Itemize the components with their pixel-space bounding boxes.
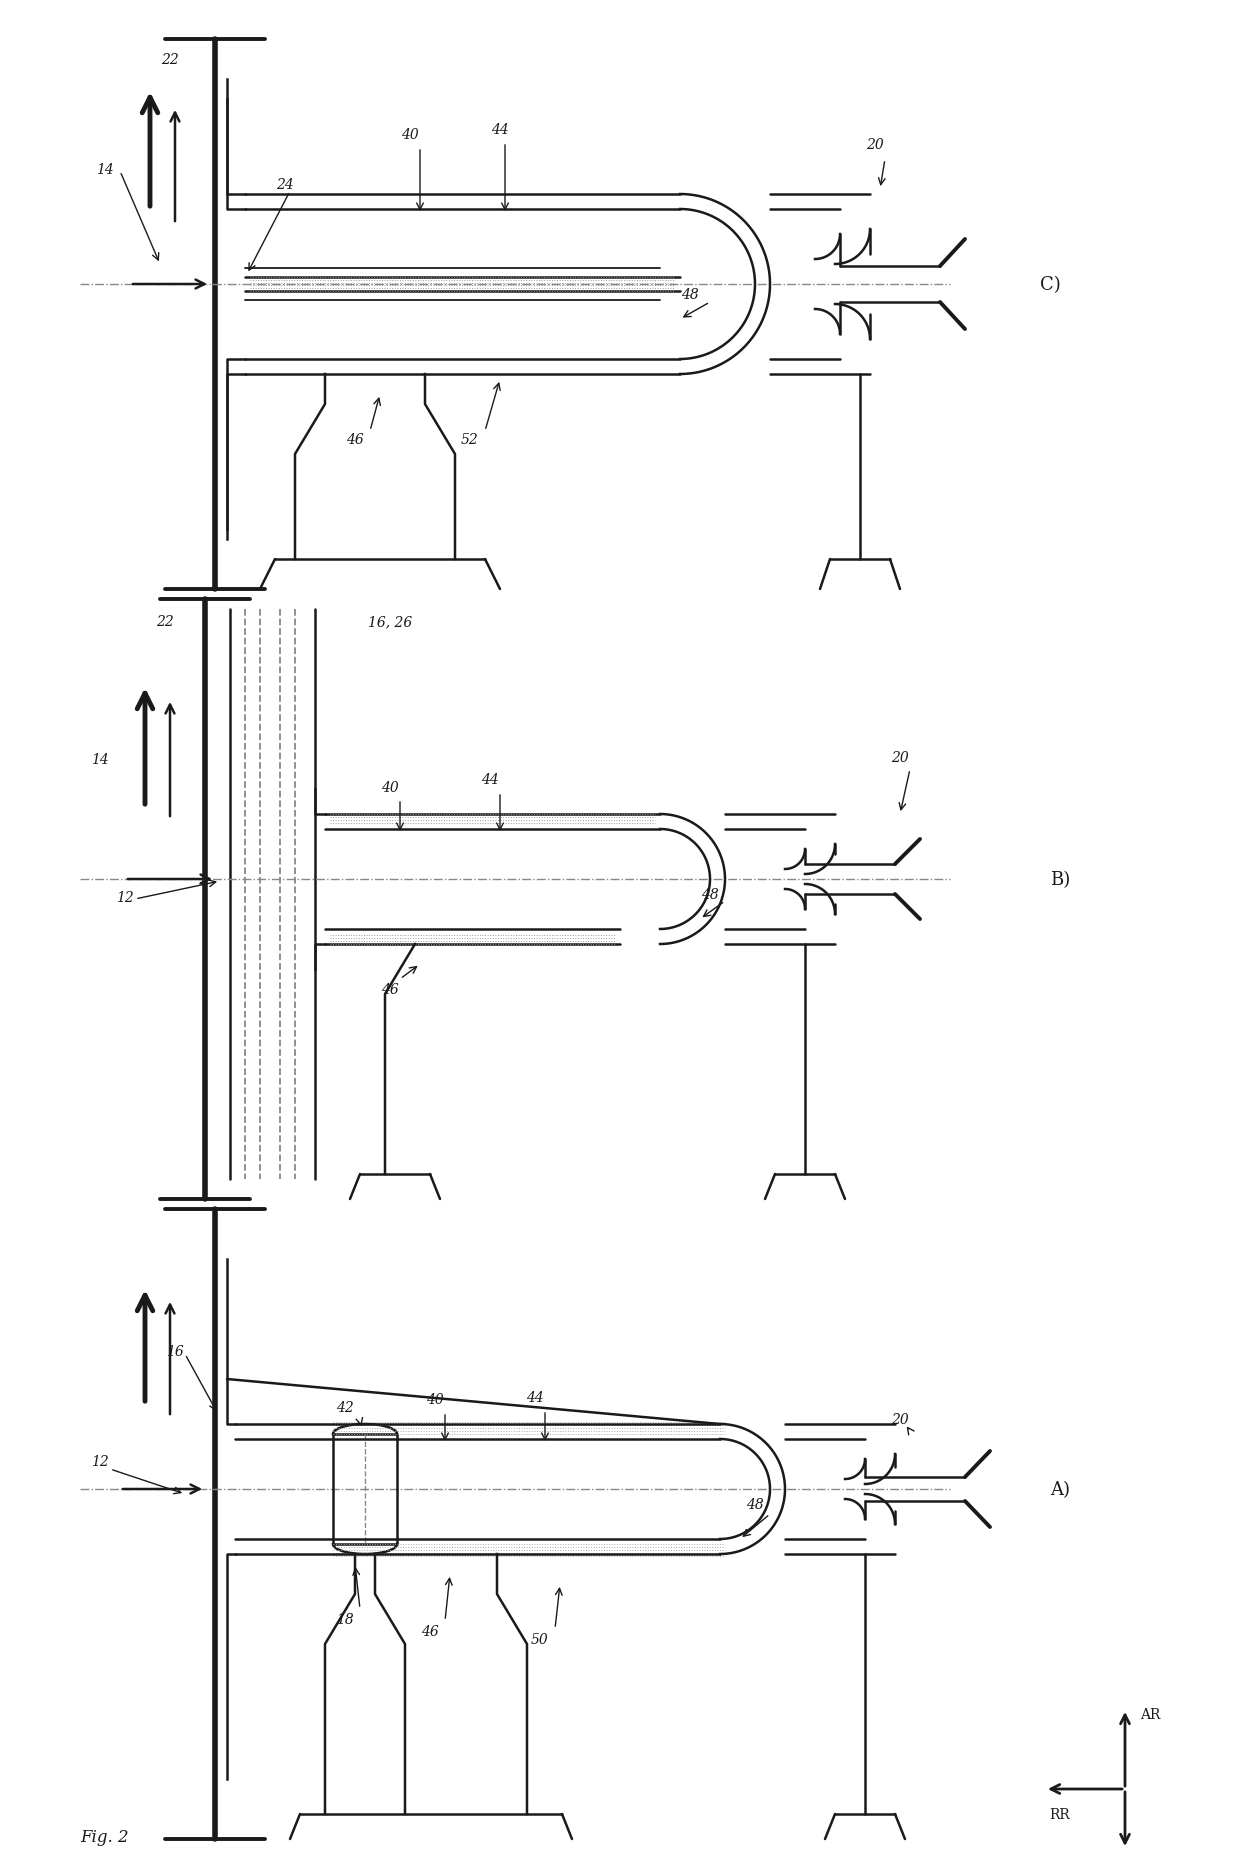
Text: 16, 26: 16, 26	[368, 615, 412, 628]
Text: B): B)	[1050, 870, 1070, 889]
Text: 12: 12	[117, 891, 134, 904]
Text: 18: 18	[336, 1612, 353, 1625]
Text: 52: 52	[461, 432, 479, 447]
Text: 24: 24	[277, 177, 294, 192]
Text: 14: 14	[97, 162, 114, 177]
Text: 46: 46	[381, 982, 399, 997]
Text: 22: 22	[161, 52, 179, 67]
Text: 48: 48	[746, 1497, 764, 1512]
Text: Fig. 2: Fig. 2	[81, 1829, 129, 1845]
Text: 48: 48	[701, 887, 719, 902]
Text: 46: 46	[422, 1624, 439, 1638]
Text: 14: 14	[91, 753, 109, 766]
Text: AR: AR	[1140, 1707, 1161, 1720]
Text: 20: 20	[892, 1413, 909, 1426]
Text: 20: 20	[866, 138, 884, 153]
Text: A): A)	[1050, 1480, 1070, 1499]
Text: 40: 40	[401, 129, 419, 142]
Text: 50: 50	[531, 1633, 549, 1646]
Text: 40: 40	[427, 1392, 444, 1405]
Text: 42: 42	[336, 1400, 353, 1415]
Text: 44: 44	[526, 1391, 544, 1404]
Text: 44: 44	[481, 772, 498, 787]
Text: RR: RR	[1049, 1806, 1070, 1821]
Text: 40: 40	[381, 781, 399, 794]
Text: 46: 46	[346, 432, 363, 447]
Text: 22: 22	[156, 615, 174, 628]
Text: 44: 44	[491, 123, 508, 136]
Text: C): C)	[1039, 276, 1060, 295]
Text: 48: 48	[681, 287, 699, 302]
Text: 16: 16	[166, 1344, 184, 1359]
Text: 20: 20	[892, 751, 909, 764]
Text: 12: 12	[91, 1454, 109, 1469]
